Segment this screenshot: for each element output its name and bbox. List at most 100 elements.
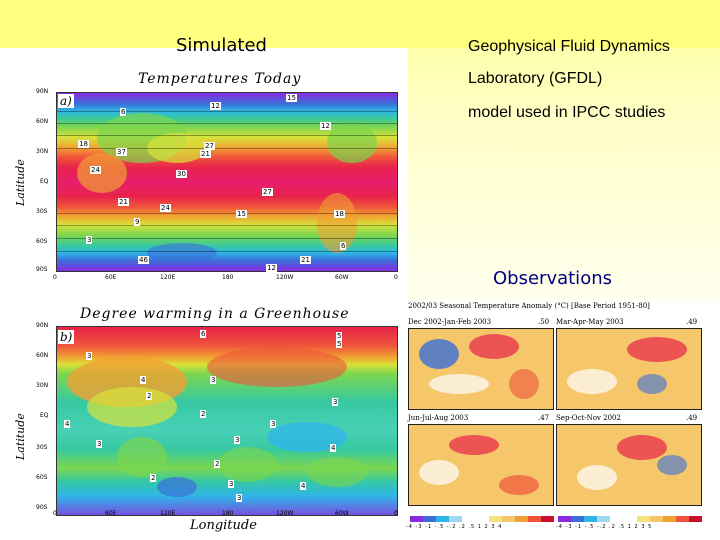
- map-b-ylabel: Latitude: [14, 413, 27, 460]
- map-b-contour-label: 4: [140, 376, 147, 384]
- map-b-contour-label: 2: [200, 410, 207, 418]
- obs-panel-value: .49: [686, 414, 698, 422]
- map-b-lat-tick: 30N: [36, 382, 49, 389]
- simulated-label: Simulated: [176, 35, 267, 56]
- map-a-contour-label: 30: [176, 170, 187, 178]
- map-b-contour-label: 2: [146, 392, 153, 400]
- map-a-contour-label: 6: [340, 242, 347, 250]
- map-a-contour-label: 15: [236, 210, 247, 218]
- map-b-contour-label: 3: [96, 440, 103, 448]
- map-a-contour-label: 3: [86, 236, 93, 244]
- map-a-contour-label: 18: [78, 140, 89, 148]
- obs-map-mam: [556, 328, 702, 410]
- map-a-contour-label: 27: [262, 188, 273, 196]
- map-a-lon-tick: 0: [53, 274, 57, 281]
- map-a-panel-letter: a): [58, 94, 74, 108]
- map-b-contour-label: 3: [236, 494, 243, 502]
- map-a-contour-label: 21: [200, 150, 211, 158]
- obs-panel-value: .50: [538, 318, 550, 326]
- map-b-lat-tick: 60N: [36, 352, 49, 359]
- map-b-xlabel: Longitude: [190, 518, 257, 533]
- map-b-contour-label: 5: [336, 332, 343, 340]
- map-a-contour-label: 37: [116, 148, 127, 156]
- map-b-contour-label: 3: [270, 420, 277, 428]
- map-a-lat-tick: 60S: [36, 238, 48, 245]
- map-a-contour-label: 12: [320, 122, 331, 130]
- map-a-temperatures: [56, 92, 398, 272]
- map-a-contour-label: 21: [118, 198, 129, 206]
- obs-color-scale-left: [410, 516, 555, 522]
- map-b-contour-label: 4: [300, 482, 307, 490]
- map-a-contour-label: 27: [204, 142, 215, 150]
- map-b-lon-tick: 120W: [276, 510, 294, 517]
- map-b-lon-tick: 180: [222, 510, 234, 517]
- map-a-lon-tick: 120E: [160, 274, 176, 281]
- map-a-lat-tick: 90S: [36, 266, 48, 273]
- map-b-lon-tick: 0: [394, 510, 398, 517]
- map-b-lon-tick: 60W: [335, 510, 349, 517]
- obs-map-djf: [408, 328, 554, 410]
- map-a-contour-label: 12: [210, 102, 221, 110]
- map-b-lat-tick: 90N: [36, 322, 49, 329]
- map-b-contour-label: 3: [86, 352, 93, 360]
- obs-panel-value: .47: [538, 414, 550, 422]
- obs-color-scale-right: [558, 516, 703, 522]
- map-b-contour-label: 3: [228, 480, 235, 488]
- map-b-panel-letter: b): [58, 330, 75, 344]
- map-b-lon-tick: 0: [53, 510, 57, 517]
- map-a-lat-tick: 30N: [36, 148, 49, 155]
- map-a-lon-tick: 60W: [335, 274, 349, 281]
- obs-map-jja: [408, 424, 554, 506]
- obs-map-son: [556, 424, 702, 506]
- map-a-contour-label: 46: [138, 256, 149, 264]
- map-a-lon-tick: 60E: [105, 274, 117, 281]
- map-a-contour-label: 15: [286, 94, 297, 102]
- map-b-contour-label: 4: [330, 444, 337, 452]
- obs-panel-label: Sep-Oct-Nov 2002: [556, 414, 621, 422]
- map-b-lat-tick: EQ: [40, 412, 49, 419]
- map-b-contour-label: 4: [64, 420, 71, 428]
- title-band: [0, 0, 720, 48]
- obs-scale-left-labels: -4 -3 -1 -.5 -.2 .2 .5 1 2 3 4: [406, 524, 503, 530]
- obs-panel-label: Mar-Apr-May 2003: [556, 318, 624, 326]
- observations-title: 2002/03 Seasonal Temperature Anomaly (°C…: [408, 302, 650, 310]
- map-a-contour-label: 12: [266, 264, 277, 272]
- map-b-lon-tick: 60E: [105, 510, 117, 517]
- map-a-contour-label: 24: [160, 204, 171, 212]
- map-b-warming: [56, 326, 398, 516]
- map-a-lat-tick: 90N: [36, 88, 49, 95]
- map-a-lat-tick: EQ: [40, 178, 49, 185]
- map-b-lat-tick: 30S: [36, 444, 48, 451]
- map-b-contour-label: 5: [336, 340, 343, 348]
- map-a-contour-label: 21: [300, 256, 311, 264]
- map-b-contour-label: 3: [234, 436, 241, 444]
- obs-scale-right-labels: -4 -3 -1 -.5 -.2 .2 .5 1 2 3 5: [556, 524, 653, 530]
- map-a-lat-tick: 60N: [36, 118, 49, 125]
- map-a-lat-tick: 30S: [36, 208, 48, 215]
- map-a-lon-tick: 0: [394, 274, 398, 281]
- map-b-title: Degree warming in a Greenhouse: [80, 306, 350, 322]
- obs-panel-value: .49: [686, 318, 698, 326]
- obs-panel-label: Jun-Jul-Aug 2003: [408, 414, 469, 422]
- map-b-contour-label: 3: [332, 398, 339, 406]
- map-b-contour-label: 3: [210, 376, 217, 384]
- description-line-3: model used in IPCC studies: [468, 104, 666, 121]
- map-a-ylabel: Latitude: [14, 159, 27, 206]
- description-line-1: Geophysical Fluid Dynamics: [468, 38, 670, 55]
- map-a-title: Temperatures Today: [138, 71, 302, 87]
- obs-panel-label: Dec 2002-Jan-Feb 2003: [408, 318, 492, 326]
- map-b-contour-label: 2: [214, 460, 221, 468]
- map-a-contour-label: 6: [120, 108, 127, 116]
- map-a-contour-label: 24: [90, 166, 101, 174]
- map-b-lon-tick: 120E: [160, 510, 176, 517]
- map-b-lat-tick: 60S: [36, 474, 48, 481]
- map-b-contour-label: 2: [150, 474, 157, 482]
- map-a-lon-tick: 180: [222, 274, 234, 281]
- map-a-contour-label: 18: [334, 210, 345, 218]
- description-line-2: Laboratory (GFDL): [468, 70, 603, 87]
- observations-figure: 2002/03 Seasonal Temperature Anomaly (°C…: [404, 300, 720, 532]
- map-b-lat-tick: 90S: [36, 504, 48, 511]
- observations-label: Observations: [493, 268, 612, 289]
- map-a-lon-tick: 120W: [276, 274, 294, 281]
- map-b-contour-label: 6: [200, 330, 207, 338]
